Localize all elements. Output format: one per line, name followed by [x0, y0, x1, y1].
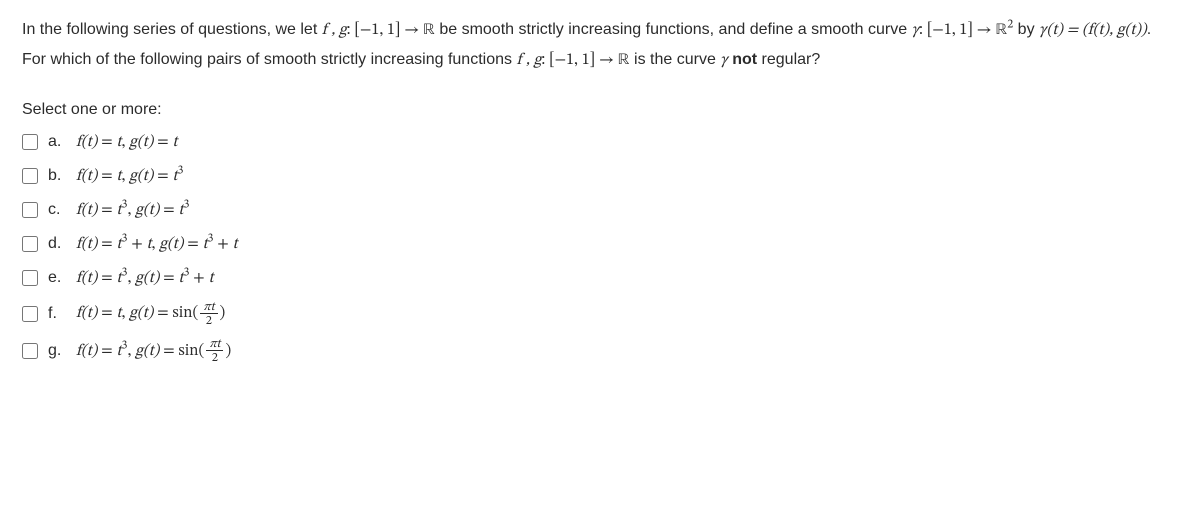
math-gamma-def: γ: [−1, 1] → ℝ2 [912, 22, 1014, 38]
question-prompt: In the following series of questions, we… [22, 18, 1178, 72]
prompt-line1-b: be smooth strictly increasing functions,… [435, 21, 912, 38]
option-letter: g. [48, 339, 66, 363]
prompt-line3-c: regular? [757, 51, 820, 68]
option-letter: a. [48, 130, 66, 154]
option-math: f(t) = t3, g(t) = t3 + t [76, 266, 214, 290]
option-math: f(t) = t3, g(t) = t3 [76, 198, 189, 222]
option-row[interactable]: e. f(t) = t3, g(t) = t3 + t [22, 266, 1178, 290]
option-row[interactable]: c. f(t) = t3, g(t) = t3 [22, 198, 1178, 222]
option-row[interactable]: d. f(t) = t3 + t, g(t) = t3 + t [22, 232, 1178, 256]
prompt-not: not [732, 51, 757, 68]
option-checkbox[interactable] [22, 134, 38, 150]
prompt-line3-a: For which of the following pairs of smoo… [22, 51, 516, 68]
option-checkbox[interactable] [22, 202, 38, 218]
option-letter: d. [48, 232, 66, 256]
option-letter: b. [48, 164, 66, 188]
option-letter: e. [48, 266, 66, 290]
select-one-or-more-label: Select one or more: [22, 98, 1178, 122]
math-gamma: γ [720, 52, 727, 68]
option-row[interactable]: g. f(t) = t3, g(t) = sin(πt2) [22, 337, 1178, 364]
option-math: f(t) = t, g(t) = sin(πt2) [76, 300, 225, 327]
option-math: f(t) = t, g(t) = t [76, 130, 177, 154]
option-checkbox[interactable] [22, 270, 38, 286]
option-letter: f. [48, 302, 66, 326]
option-row[interactable]: a. f(t) = t, g(t) = t [22, 130, 1178, 154]
prompt-line1-a: In the following series of questions, we… [22, 21, 322, 38]
option-checkbox[interactable] [22, 236, 38, 252]
prompt-line-3: For which of the following pairs of smoo… [22, 48, 1178, 72]
math-gamma-eq: γ(t) = (f(t), g(t)) [1039, 22, 1147, 38]
option-checkbox[interactable] [22, 168, 38, 184]
option-math: f(t) = t3, g(t) = sin(πt2) [76, 337, 231, 364]
option-math: f(t) = t, g(t) = t3 [76, 164, 183, 188]
options-list: a. f(t) = t, g(t) = t b. f(t) = t, g(t) = t… [22, 130, 1178, 364]
option-checkbox[interactable] [22, 343, 38, 359]
option-math: f(t) = t3 + t, g(t) = t3 + t [76, 232, 238, 256]
prompt-line-1-2: In the following series of questions, we… [22, 18, 1178, 42]
math-fg-domain-2: f , g: [−1, 1] → ℝ [516, 52, 629, 68]
prompt-line3-b: is the curve [630, 51, 721, 68]
math-fg-domain: f , g: [−1, 1] → ℝ [322, 22, 435, 38]
option-row[interactable]: f. f(t) = t, g(t) = sin(πt2) [22, 300, 1178, 327]
option-row[interactable]: b. f(t) = t, g(t) = t3 [22, 164, 1178, 188]
option-letter: c. [48, 198, 66, 222]
prompt-line2-b: by [1013, 21, 1039, 38]
option-checkbox[interactable] [22, 306, 38, 322]
